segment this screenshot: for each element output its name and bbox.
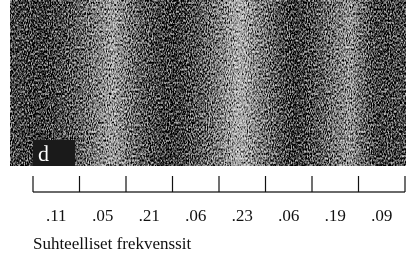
figure: d .11 .05 .21 .06 .23 .06 .19 .09 Suhteelliset … [0,0,409,264]
frequency-label: .06 [278,206,299,225]
frequency-label: .11 [46,206,67,225]
frequency-label: .23 [232,206,253,225]
scale: .11 .05 .21 .06 .23 .06 .19 .09 [33,176,405,225]
frequency-label: .21 [139,206,160,225]
frequency-label: .06 [185,206,206,225]
caption: Suhteelliset frekvenssit [33,234,191,253]
frequency-label: .09 [371,206,392,225]
panel-label: d [38,141,49,166]
page: d .11 .05 .21 .06 .23 .06 .19 .09 Suhteelliset … [0,0,409,264]
frequency-label: .19 [325,206,346,225]
frequency-label: .05 [92,206,113,225]
